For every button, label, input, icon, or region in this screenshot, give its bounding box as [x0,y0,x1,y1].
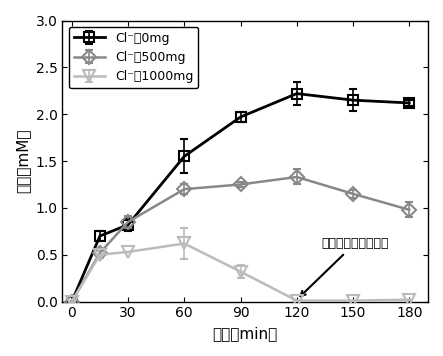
Text: 几乎全部转化为氮气: 几乎全部转化为氮气 [300,237,389,296]
Legend: Cl⁻：0mg, Cl⁻：500mg, Cl⁻：1000mg: Cl⁻：0mg, Cl⁻：500mg, Cl⁻：1000mg [69,27,198,88]
Y-axis label: 氨氮（mM）: 氨氮（mM） [15,129,30,193]
X-axis label: 时间（min）: 时间（min） [213,326,278,341]
